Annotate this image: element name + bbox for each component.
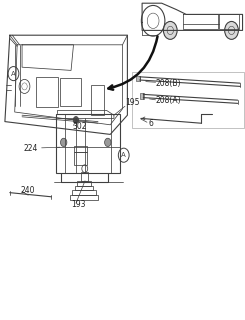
Bar [81, 172, 88, 181]
Text: 240: 240 [21, 186, 35, 195]
Circle shape [73, 116, 79, 124]
Bar [74, 146, 87, 152]
Bar [136, 76, 140, 81]
Bar [56, 114, 120, 173]
Text: A: A [11, 71, 16, 76]
Bar [140, 93, 144, 99]
Bar [132, 72, 244, 128]
Circle shape [225, 21, 238, 39]
Bar [74, 152, 87, 165]
Bar [91, 85, 104, 115]
Bar [75, 186, 93, 190]
Text: A: A [121, 152, 126, 158]
Bar [36, 77, 58, 107]
Bar [72, 190, 96, 195]
Text: 208(A): 208(A) [156, 96, 181, 105]
Bar [60, 78, 81, 106]
Text: 224: 224 [24, 144, 38, 153]
Circle shape [61, 138, 67, 147]
Text: 6: 6 [148, 119, 153, 128]
Text: 208(B): 208(B) [156, 79, 181, 88]
Text: 302: 302 [72, 122, 87, 131]
Bar [77, 181, 91, 186]
Text: 193: 193 [71, 200, 86, 209]
Circle shape [163, 21, 177, 39]
Text: 195: 195 [125, 98, 139, 107]
Circle shape [105, 138, 111, 147]
Bar [70, 195, 98, 200]
